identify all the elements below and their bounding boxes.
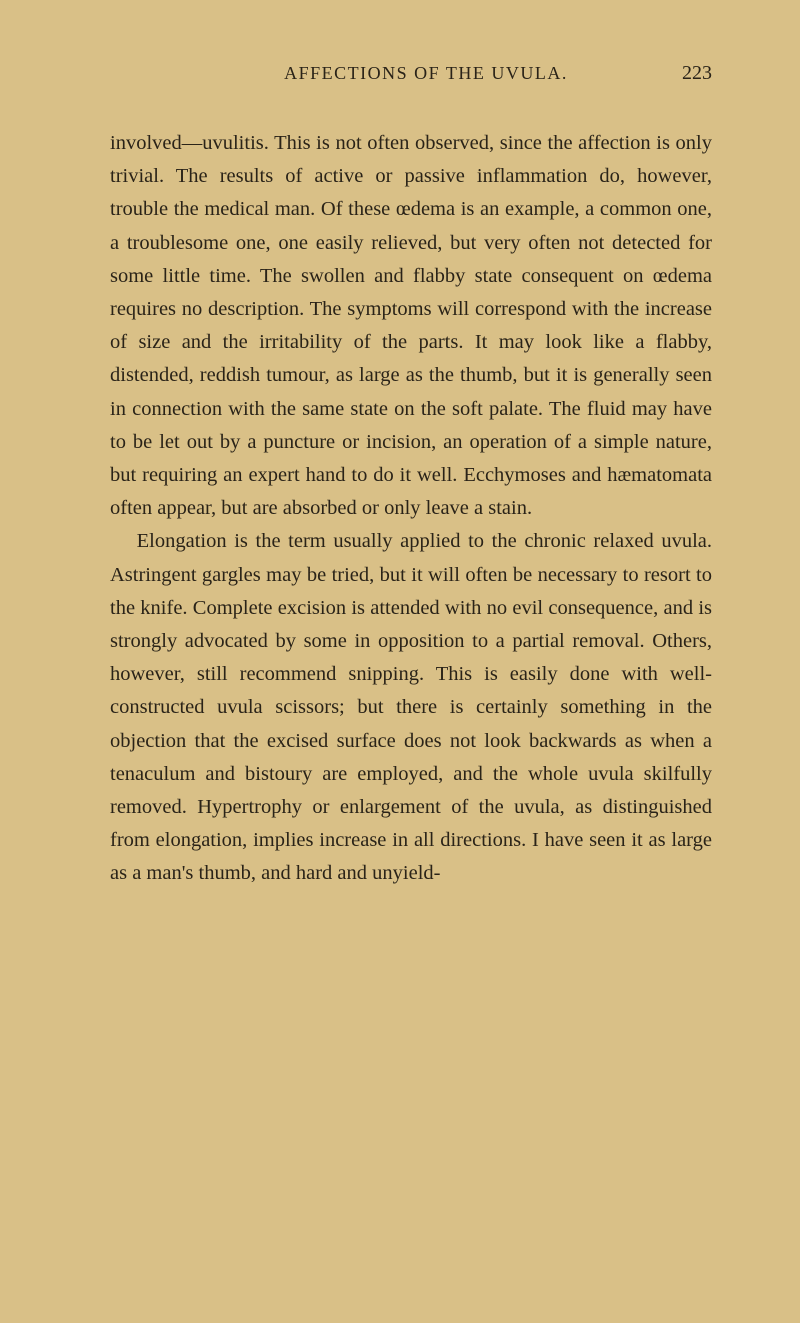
header-title: AFFECTIONS OF THE UVULA. [110, 63, 682, 84]
page-header: AFFECTIONS OF THE UVULA. 223 [110, 62, 712, 85]
page-number: 223 [682, 62, 712, 85]
body-text: involved—uvulitis. This is not often obs… [110, 127, 712, 891]
paragraph: involved—uvulitis. This is not often obs… [110, 127, 712, 525]
paragraph: Elongation is the term usually applied t… [110, 525, 712, 890]
